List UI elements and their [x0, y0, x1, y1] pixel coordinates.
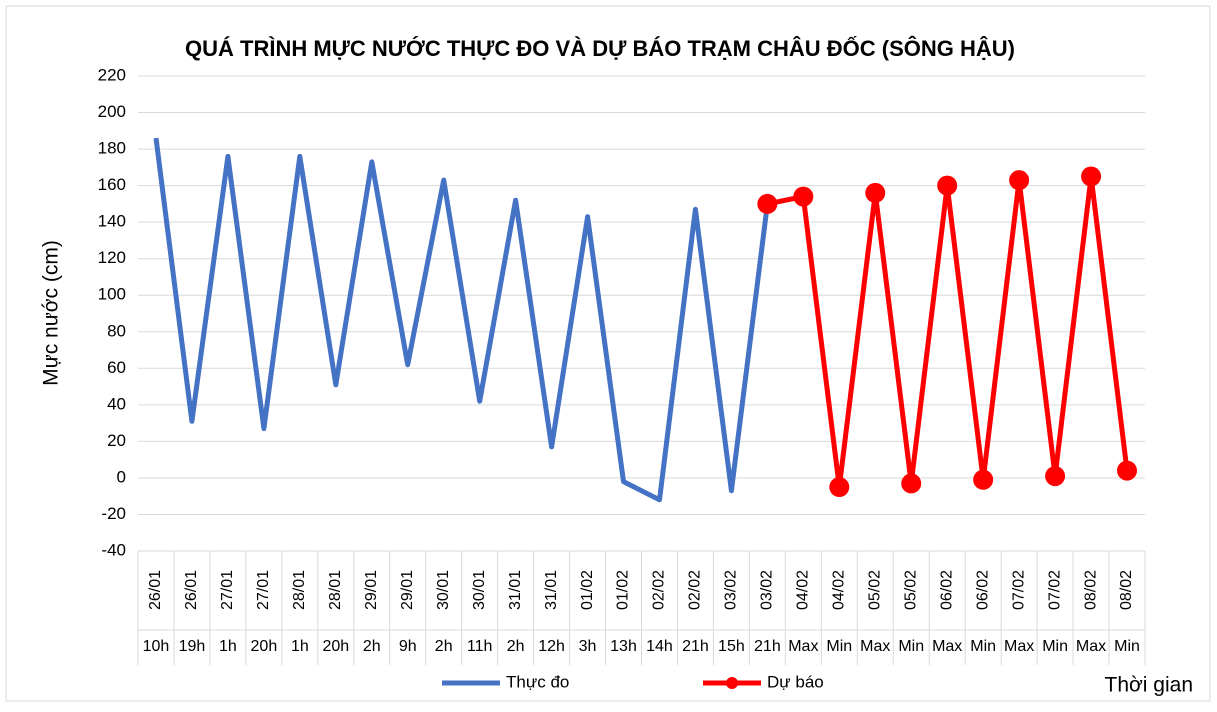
- y-axis-label: Mực nước (cm): [40, 240, 63, 386]
- x-tick-label: 03/02: [759, 570, 776, 610]
- point-marker: [1081, 166, 1102, 187]
- x-subtick-label: 15h: [718, 638, 745, 655]
- x-subtick-label: 3h: [579, 638, 597, 655]
- x-tick-label: 28/01: [291, 570, 308, 610]
- y-tick-label: 40: [107, 394, 126, 413]
- x-tick-label: 31/01: [507, 570, 524, 610]
- point-marker: [829, 477, 850, 498]
- x-tick-label: 04/02: [795, 570, 812, 610]
- x-subtick-label: Min: [1042, 638, 1068, 655]
- x-subtick-label: Max: [932, 638, 962, 655]
- x-tick-label: 08/02: [1082, 570, 1099, 610]
- y-tick-label: 100: [98, 285, 126, 304]
- x-tick-label: 02/02: [651, 570, 668, 610]
- y-tick-label: 140: [98, 212, 126, 231]
- point-marker: [1117, 460, 1138, 481]
- x-tick-label: 01/02: [615, 570, 632, 610]
- y-tick-label: 200: [98, 102, 126, 121]
- series-line: [153, 137, 770, 503]
- point-marker: [1045, 466, 1066, 487]
- x-tick-label: 07/02: [1046, 570, 1063, 610]
- x-tick-label: 02/02: [687, 570, 704, 610]
- point-marker: [865, 182, 886, 203]
- x-subtick-label: Min: [826, 638, 852, 655]
- y-tick-label: -20: [101, 504, 126, 523]
- x-subtick-label: 2h: [435, 638, 453, 655]
- x-tick-label: 30/01: [471, 570, 488, 610]
- x-subtick-label: 1h: [291, 638, 309, 655]
- chart-title: QUÁ TRÌNH MỰC NƯỚC THỰC ĐO VÀ DỰ BÁO TRẠ…: [185, 35, 1015, 61]
- x-subtick-label: 2h: [363, 638, 381, 655]
- x-tick-label: 27/01: [255, 570, 272, 610]
- y-tick-label: 20: [107, 431, 126, 450]
- x-subtick-label: Max: [788, 638, 818, 655]
- x-tick-label: 26/01: [147, 570, 164, 610]
- x-tick-label: 31/01: [543, 570, 560, 610]
- legend-label: Thực đo: [506, 672, 569, 691]
- point-marker: [937, 175, 958, 196]
- y-tick-label: 160: [98, 175, 126, 194]
- x-tick-label: 06/02: [974, 570, 991, 610]
- point-marker: [793, 186, 814, 207]
- x-subtick-label: 20h: [251, 638, 278, 655]
- x-subtick-label: 21h: [754, 638, 781, 655]
- point-marker: [1009, 170, 1030, 191]
- x-tick-label: 08/02: [1118, 570, 1135, 610]
- x-tick-label: 27/01: [219, 570, 236, 610]
- y-tick-label: 120: [98, 248, 126, 267]
- x-subtick-label: 1h: [219, 638, 237, 655]
- x-subtick-label: 9h: [399, 638, 417, 655]
- x-tick-label: 07/02: [1010, 570, 1027, 610]
- x-tick-label: 04/02: [831, 570, 848, 610]
- y-tick-label: 60: [107, 358, 126, 377]
- x-tick-label: 30/01: [435, 570, 452, 610]
- x-subtick-label: Max: [860, 638, 890, 655]
- x-tick-label: 05/02: [902, 570, 919, 610]
- y-tick-label: 180: [98, 139, 126, 158]
- x-tick-label: 05/02: [866, 570, 883, 610]
- legend-label: Dự báo: [767, 672, 824, 691]
- y-tick-label: 0: [117, 467, 126, 486]
- x-subtick-label: Min: [970, 638, 996, 655]
- point-marker: [901, 473, 922, 494]
- x-subtick-label: 10h: [143, 638, 170, 655]
- x-tick-label: 26/01: [183, 570, 200, 610]
- legend-marker: [726, 677, 738, 689]
- x-subtick-label: 12h: [538, 638, 565, 655]
- point-marker: [757, 193, 778, 214]
- y-tick-label: -40: [101, 540, 126, 559]
- x-subtick-label: 2h: [507, 638, 525, 655]
- y-tick-label: 80: [107, 321, 126, 340]
- x-tick-label: 29/01: [363, 570, 380, 610]
- x-subtick-label: Min: [1114, 638, 1140, 655]
- x-tick-label: 28/01: [327, 570, 344, 610]
- x-tick-label: 06/02: [938, 570, 955, 610]
- x-subtick-label: 21h: [682, 638, 709, 655]
- x-subtick-label: 11h: [467, 638, 493, 655]
- x-tick-label: 01/02: [579, 570, 596, 610]
- point-marker: [973, 469, 994, 490]
- x-tick-label: 29/01: [399, 570, 416, 610]
- x-subtick-label: 13h: [610, 638, 637, 655]
- x-subtick-label: 20h: [322, 638, 349, 655]
- x-axis-label: Thời gian: [1105, 674, 1193, 697]
- x-subtick-label: Max: [1004, 638, 1034, 655]
- x-subtick-label: Min: [898, 638, 924, 655]
- x-subtick-label: 14h: [646, 638, 673, 655]
- y-tick-label: 220: [98, 65, 126, 84]
- x-tick-label: 03/02: [723, 570, 740, 610]
- x-subtick-label: Max: [1076, 638, 1106, 655]
- x-subtick-label: 19h: [179, 638, 206, 655]
